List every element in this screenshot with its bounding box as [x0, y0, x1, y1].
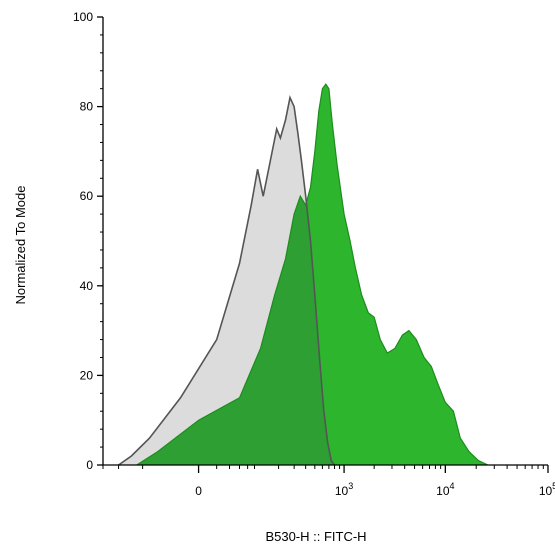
- control-histogram-line: [118, 95, 336, 466]
- plot-area: [118, 83, 489, 466]
- y-tick-label: 20: [80, 368, 94, 382]
- stained-histogram-line: [136, 83, 489, 466]
- y-tick-label: 100: [73, 10, 93, 24]
- y-axis-title: Normalized To Mode: [13, 186, 28, 305]
- x-tick-label: 104: [436, 481, 454, 498]
- overlap-region: [136, 97, 335, 465]
- y-tick-label: 80: [80, 100, 94, 114]
- x-tick-label: 105: [539, 481, 555, 498]
- y-tick-label: 60: [80, 189, 94, 203]
- axes: 0 20 40 60 80 100 0 103 104 105: [73, 10, 555, 498]
- x-tick-label: 103: [335, 481, 353, 498]
- y-tick-label: 0: [86, 458, 93, 472]
- x-tick-label: 0: [195, 484, 202, 498]
- x-axis-title: B530-H :: FITC-H: [265, 529, 366, 544]
- y-tick-label: 40: [80, 279, 94, 293]
